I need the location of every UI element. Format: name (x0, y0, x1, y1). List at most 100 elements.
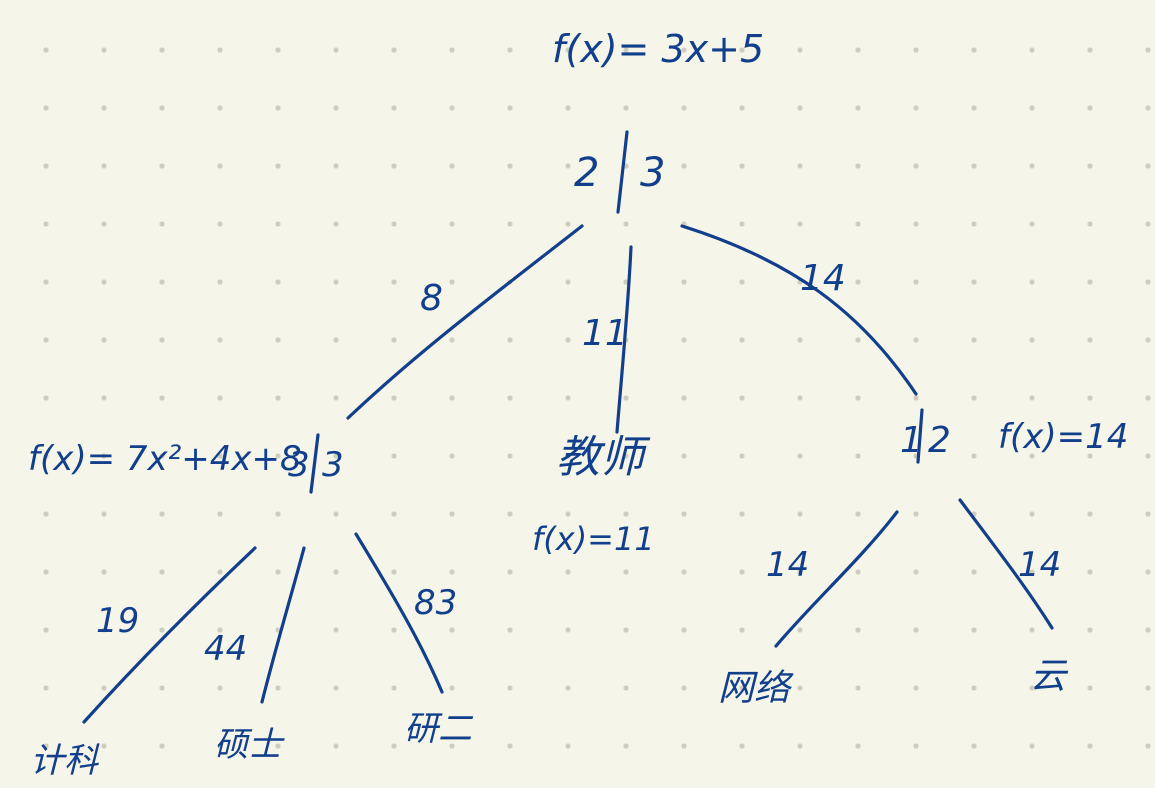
grid-dot (159, 453, 165, 459)
grid-dot (913, 163, 919, 169)
grid-dot (1087, 163, 1093, 169)
grid-dot (797, 395, 803, 401)
dot-grid (43, 47, 1151, 749)
edge-label-root-middle: 11 (582, 313, 628, 354)
grid-dot (333, 279, 339, 285)
root-denominator: 3 (640, 150, 665, 196)
grid-dot (1087, 453, 1093, 459)
grid-dot (565, 685, 571, 691)
grid-dot (449, 163, 455, 169)
grid-dot (1029, 685, 1035, 691)
grid-dot (507, 47, 513, 53)
grid-dot (855, 569, 861, 575)
grid-dot (623, 627, 629, 633)
grid-dot (681, 569, 687, 575)
grid-dot (565, 337, 571, 343)
grid-dot (1029, 395, 1035, 401)
grid-dot (565, 279, 571, 285)
grid-dot (1087, 395, 1093, 401)
grid-dot (333, 743, 339, 749)
grid-dot (101, 569, 107, 575)
grid-dot (391, 453, 397, 459)
grid-dot (1145, 395, 1151, 401)
grid-dot (1029, 627, 1035, 633)
grid-dot (623, 105, 629, 111)
edge-right-2 (958, 498, 1054, 630)
grid-dot (333, 47, 339, 53)
grid-dot (739, 453, 745, 459)
grid-dot (623, 743, 629, 749)
grid-dot (1087, 685, 1093, 691)
grid-dot (333, 105, 339, 111)
grid-dot (855, 743, 861, 749)
grid-dot (217, 47, 223, 53)
grid-dot (855, 511, 861, 517)
grid-dot (1029, 743, 1035, 749)
grid-dot (333, 395, 339, 401)
grid-dot (971, 163, 977, 169)
grid-dot (971, 221, 977, 227)
grid-dot (681, 453, 687, 459)
grid-dot (43, 221, 49, 227)
grid-dot (739, 395, 745, 401)
grid-dot (159, 163, 165, 169)
grid-dot (449, 47, 455, 53)
grid-dot (1087, 569, 1093, 575)
grid-dot (1029, 569, 1035, 575)
right-node-numerator: 1 (900, 420, 923, 461)
edge-label-root-right: 14 (800, 258, 846, 299)
edge-label-left-2: 44 (204, 629, 247, 669)
leaf-right-2: 云 (1030, 656, 1069, 697)
grid-dot (1087, 105, 1093, 111)
grid-dot (1087, 337, 1093, 343)
middle-node-formula: f(x)=11 (532, 520, 655, 558)
grid-dot (43, 47, 49, 53)
edge-root-right (680, 224, 918, 396)
grid-dot (565, 105, 571, 111)
leaf-left-2: 硕士 (214, 725, 285, 765)
grid-dot (43, 453, 49, 459)
grid-dot (971, 105, 977, 111)
grid-dot (159, 743, 165, 749)
grid-dot (391, 47, 397, 53)
grid-dot (913, 627, 919, 633)
root-node: f(x)= 3x+5 2 3 (552, 27, 764, 214)
grid-dot (275, 685, 281, 691)
grid-dot (507, 337, 513, 343)
grid-dot (681, 685, 687, 691)
grid-dot (855, 395, 861, 401)
grid-dot (217, 511, 223, 517)
grid-dot (507, 221, 513, 227)
grid-dot (1145, 105, 1151, 111)
grid-dot (1029, 47, 1035, 53)
grid-dot (971, 395, 977, 401)
grid-dot (449, 627, 455, 633)
grid-dot (1145, 569, 1151, 575)
grid-dot (855, 105, 861, 111)
grid-dot (449, 743, 455, 749)
grid-dot (971, 337, 977, 343)
right-node: 1 2 f(x)=14 (900, 408, 1128, 464)
grid-dot (1029, 279, 1035, 285)
grid-dot (739, 279, 745, 285)
grid-dot (43, 743, 49, 749)
grid-dot (855, 337, 861, 343)
grid-dot (43, 511, 49, 517)
left-node-formula: f(x)= 7x²+4x+8 (28, 439, 302, 479)
grid-dot (159, 47, 165, 53)
edge-label-right-1: 14 (766, 545, 809, 585)
edge-left-2 (260, 546, 306, 704)
grid-dot (565, 511, 571, 517)
grid-dot (43, 395, 49, 401)
grid-dot (43, 627, 49, 633)
grid-dot (391, 337, 397, 343)
grid-dot (681, 279, 687, 285)
grid-dot (275, 453, 281, 459)
grid-dot (507, 627, 513, 633)
grid-dot (101, 105, 107, 111)
grid-dot (739, 221, 745, 227)
grid-dot (681, 163, 687, 169)
grid-dot (333, 453, 339, 459)
grid-dot (507, 685, 513, 691)
grid-dot (275, 511, 281, 517)
